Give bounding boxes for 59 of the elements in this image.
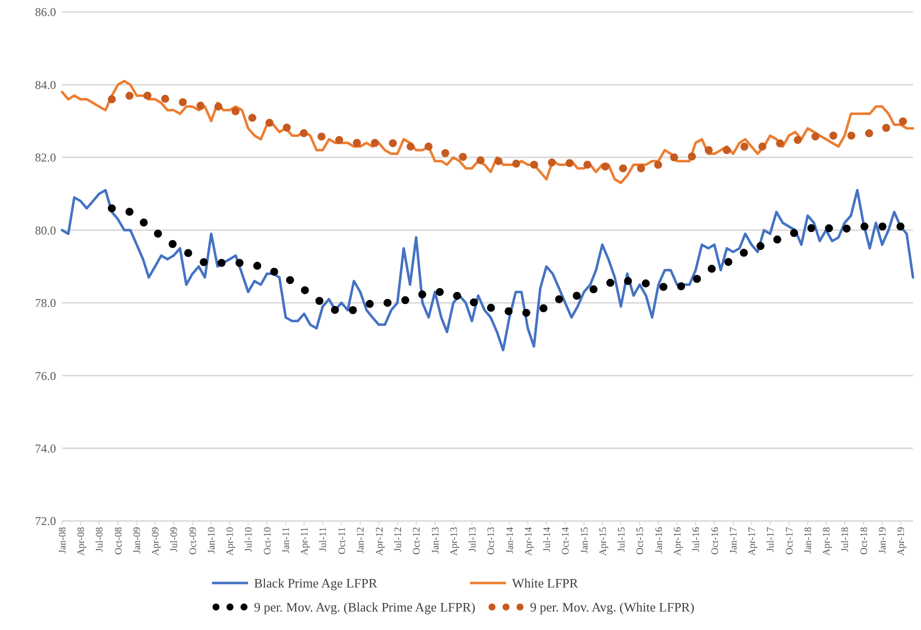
x-tick-label: Jul-16 (691, 527, 702, 552)
x-tick-label: Jan-09 (132, 527, 144, 554)
y-tick-label: 74.0 (35, 441, 56, 456)
line-series (60, 188, 914, 352)
x-tick-label: Apr-16 (672, 527, 684, 556)
x-tick-label: Oct-12 (412, 527, 423, 555)
y-tick-label: 78.0 (35, 296, 56, 310)
x-tick-label: Apr-17 (747, 527, 758, 556)
x-tick-label: Oct-17 (784, 527, 796, 555)
x-tick-label: Jul-10 (244, 527, 255, 552)
x-tick-label: Jan-19 (878, 527, 889, 554)
y-tick-label: 80.0 (35, 223, 56, 238)
legend-label: 9 per. Mov. Avg. (White LFPR) (530, 600, 694, 615)
x-tick-label: Oct-09 (188, 527, 199, 555)
x-tick-label: Apr-15 (598, 527, 609, 556)
x-tick-label: Jul-18 (840, 527, 852, 552)
x-tick-label: Oct-10 (262, 527, 274, 555)
y-tick-label: 82.0 (35, 150, 56, 165)
x-tick-label: Jul-14 (542, 527, 553, 552)
x-tick-label: Apr-19 (896, 527, 908, 556)
x-tick-label: Jan-15 (579, 527, 590, 554)
x-tick-label: Jan-11 (281, 527, 292, 554)
x-tick-label: Jan-16 (654, 527, 665, 554)
x-tick-label: Oct-16 (710, 527, 721, 555)
x-tick-label: Jul-09 (169, 527, 180, 552)
x-tick-label: Apr-08 (76, 527, 88, 556)
x-tick-label: Apr-09 (150, 527, 162, 556)
x-tick-label: Jan-17 (728, 527, 740, 554)
x-tick-label: Jan-13 (430, 527, 442, 554)
x-tick-label: Jan-18 (803, 527, 814, 554)
x-tick-label: Jul-11 (318, 527, 330, 552)
x-tick-label: Apr-12 (374, 527, 386, 556)
x-tick-label: Apr-10 (225, 527, 236, 556)
x-tick-label: Oct-08 (113, 527, 124, 555)
x-tick-label: Jul-17 (766, 527, 777, 552)
y-tick-label: 72.0 (35, 514, 56, 528)
x-tick-label: Apr-13 (448, 527, 460, 556)
x-tick-label: Apr-14 (523, 527, 534, 556)
x-tick-label: Oct-11 (336, 527, 348, 554)
legend-label: 9 per. Mov. Avg. (Black Prime Age LFPR) (254, 600, 476, 615)
x-tick-label: Jul-15 (616, 527, 628, 552)
legend-label: White LFPR (512, 576, 578, 591)
x-tick-label: Oct-14 (560, 527, 572, 555)
x-tick-label: Jul-12 (392, 527, 404, 552)
x-tick-label: Oct-13 (486, 527, 498, 555)
y-tick-label: 86.0 (35, 5, 56, 20)
x-tick-label: Jan-14 (504, 527, 516, 554)
x-tick-label: Oct-18 (858, 527, 870, 555)
x-tick-label: Oct-15 (635, 527, 646, 555)
x-tick-label: Jul-13 (467, 527, 478, 552)
x-tick-label: Jul-08 (94, 527, 106, 552)
x-tick-label: Jan-12 (356, 527, 367, 554)
y-tick-label: 76.0 (35, 368, 56, 383)
y-tick-label: 84.0 (35, 78, 56, 92)
x-tick-label: Apr-18 (822, 527, 833, 556)
legend-label: Black Prime Age LFPR (254, 576, 378, 591)
x-tick-label: Jan-08 (58, 527, 68, 554)
x-tick-label: Apr-11 (300, 527, 311, 556)
x-tick-label: Jan-10 (206, 527, 218, 554)
